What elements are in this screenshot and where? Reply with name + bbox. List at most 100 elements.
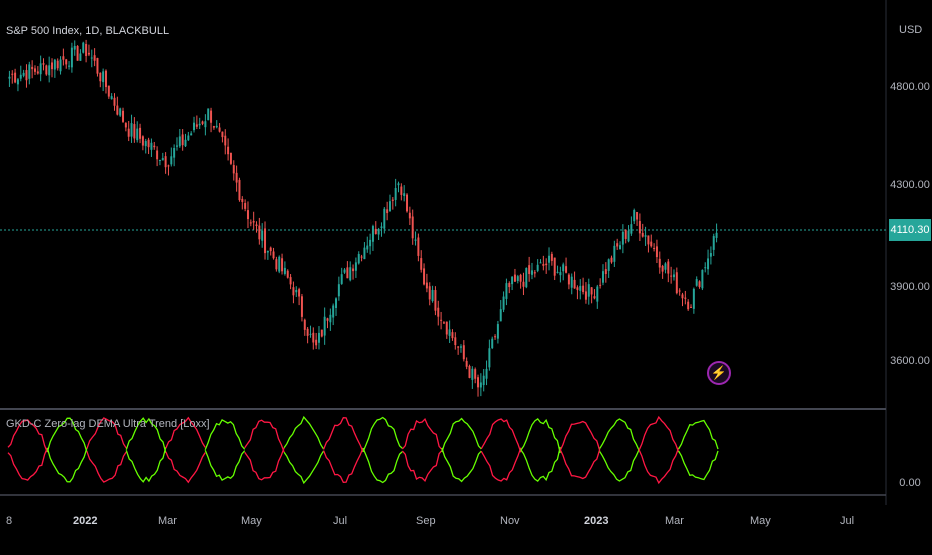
candle-body <box>570 276 573 288</box>
candle-body <box>692 288 695 309</box>
candle-body <box>599 284 602 286</box>
time-axis-label: May <box>750 515 771 527</box>
candle-body <box>178 136 181 147</box>
candle-body <box>150 142 153 150</box>
candle-body <box>124 123 127 128</box>
candle-body <box>687 301 690 310</box>
indicator-line-upper <box>204 419 246 450</box>
candle-body <box>207 108 210 121</box>
time-axis-label: Nov <box>500 515 520 527</box>
candle-body <box>102 71 105 83</box>
candle-body <box>272 251 275 259</box>
candle-body <box>306 328 309 336</box>
indicator-line-upper <box>283 415 325 450</box>
candle-body <box>335 298 338 308</box>
candle-body <box>127 128 130 137</box>
candle-body <box>204 121 207 128</box>
candle-body <box>434 290 437 311</box>
candle-body <box>536 264 539 271</box>
indicator-line-upper <box>46 417 88 453</box>
candle-body <box>173 148 176 158</box>
indicator-line-lower <box>7 447 49 481</box>
candle-body <box>715 232 718 238</box>
candle-body <box>590 287 593 295</box>
candle-body <box>386 209 389 214</box>
indicator-line-upper <box>480 418 522 453</box>
candle-body <box>411 216 414 239</box>
indicator-line-lower <box>441 447 482 483</box>
indicator-line-upper <box>678 419 719 450</box>
candle-body <box>485 368 488 379</box>
candle-body <box>525 267 528 288</box>
candle-body <box>664 263 667 270</box>
candle-body <box>14 72 17 83</box>
lightning-icon[interactable]: ⚡ <box>707 361 731 385</box>
candle-body <box>530 270 533 275</box>
indicator-line-lower <box>678 450 719 481</box>
candle-body <box>698 281 701 288</box>
indicator-line-lower <box>125 446 167 483</box>
candle-body <box>130 123 133 137</box>
candle-body <box>224 135 227 146</box>
symbol-title[interactable]: S&P 500 Index, 1D, BLACKBULL <box>6 25 170 37</box>
candle-body <box>423 268 426 285</box>
candle-body <box>528 265 531 275</box>
candle-body <box>661 265 664 272</box>
candle-body <box>82 42 85 53</box>
candle-body <box>403 193 406 197</box>
candle-body <box>445 321 448 335</box>
candle-body <box>349 267 352 281</box>
candle-body <box>431 289 434 302</box>
candle-body <box>701 269 704 289</box>
indicator-line-upper <box>362 416 403 453</box>
candle-body <box>704 267 707 269</box>
indicator-line-upper <box>125 417 167 454</box>
candle-body <box>190 133 193 136</box>
candle-body <box>448 329 451 336</box>
candle-body <box>144 141 147 147</box>
candle-body <box>53 59 56 70</box>
indicator-title[interactable]: GKD-C Zero-lag DEMA Ultra Trend [Loxx] <box>6 418 210 430</box>
candle-body <box>494 336 497 338</box>
candle-body <box>87 52 90 55</box>
candle-body <box>153 145 156 148</box>
candle-body <box>644 235 647 237</box>
candles-group <box>8 39 718 397</box>
time-axis-label: 2023 <box>584 515 609 527</box>
candle-body <box>465 360 468 367</box>
indicator-line-upper <box>559 420 601 451</box>
candle-body <box>175 145 178 147</box>
candle-body <box>68 65 71 67</box>
candle-body <box>425 282 428 289</box>
candle-body <box>442 322 445 324</box>
candle-body <box>428 286 431 300</box>
current-price-badge: 4110.30 <box>889 219 931 241</box>
candle-body <box>323 316 326 336</box>
candle-body <box>559 272 562 276</box>
candle-body <box>326 318 329 321</box>
candle-body <box>275 259 278 270</box>
candle-body <box>329 314 332 323</box>
candle-body <box>440 319 443 321</box>
candle-body <box>99 72 102 82</box>
time-axis-label: 2022 <box>73 515 98 527</box>
currency-label: USD <box>899 24 923 36</box>
price-tick-label: 3600.00 <box>890 355 930 367</box>
indicator-axis-label: 0.00 <box>899 477 921 489</box>
indicator-line-lower <box>204 450 246 481</box>
candle-body <box>343 269 346 273</box>
candle-body <box>513 274 516 282</box>
candle-body <box>136 128 139 141</box>
candle-body <box>22 72 25 76</box>
candle-body <box>619 245 622 250</box>
candle-body <box>406 194 409 212</box>
candle-body <box>496 324 499 339</box>
indicator-line-lower <box>86 451 127 483</box>
candle-body <box>246 210 249 220</box>
candle-body <box>62 56 65 60</box>
candle-body <box>96 57 99 74</box>
candle-body <box>533 272 536 274</box>
candle-body <box>380 226 383 229</box>
